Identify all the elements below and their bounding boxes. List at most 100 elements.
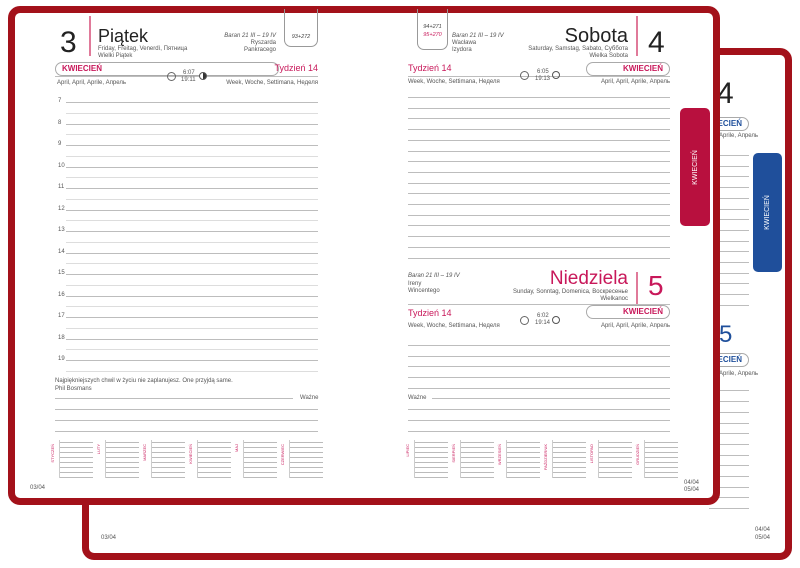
- day-divider: [636, 272, 638, 304]
- hour-label: 14: [58, 248, 65, 255]
- month-translations: April, April, Aprile, Апрель: [57, 80, 127, 86]
- day-number: 4: [648, 26, 665, 59]
- mini-calendar-days: [552, 440, 586, 478]
- hour-line[interactable]: [66, 145, 318, 146]
- note-line[interactable]: [408, 118, 670, 120]
- half-hour-line[interactable]: [66, 155, 318, 157]
- mini-calendar-days: [460, 440, 494, 478]
- note-line[interactable]: [408, 387, 670, 389]
- back-note-line: [709, 508, 749, 510]
- note-line[interactable]: [408, 345, 670, 346]
- mini-calendar-month: LUTY: [96, 444, 101, 455]
- mini-calendar: LUTY: [96, 440, 140, 480]
- note-line[interactable]: [408, 257, 670, 259]
- note-line[interactable]: [408, 236, 670, 238]
- hour-line[interactable]: [66, 188, 318, 189]
- hour-label: 9: [58, 141, 62, 147]
- month-pill: KWIECIEŃ: [586, 305, 670, 319]
- back-day-number-top: 4: [717, 77, 734, 110]
- name-day-2: Izydora: [452, 47, 472, 53]
- week-translations: Week, Woche, Settimana, Неделя: [408, 79, 500, 85]
- hour-line[interactable]: [66, 102, 318, 103]
- note-line[interactable]: [408, 377, 670, 379]
- quote: Najpiękniejszych chwil w życiu nie zapla…: [55, 378, 233, 384]
- page-footer-1: 04/04: [684, 480, 700, 486]
- back-note-line: [709, 433, 749, 435]
- back-note-line: [709, 165, 749, 167]
- day-number: 3: [60, 26, 77, 59]
- hour-label: 10: [58, 162, 65, 169]
- half-hour-line[interactable]: [66, 349, 318, 350]
- mini-calendar: KWIECIEŃ: [188, 440, 232, 480]
- page-footer: 03/04: [30, 485, 46, 491]
- hour-label: 18: [58, 334, 65, 341]
- back-month-tab[interactable]: KWIECIEŃ: [753, 153, 782, 272]
- half-hour-line[interactable]: [66, 241, 318, 243]
- hour-line[interactable]: [66, 295, 318, 297]
- back-note-line: [709, 240, 749, 242]
- mini-calendar-days: [644, 440, 678, 478]
- hour-line[interactable]: [66, 274, 318, 275]
- note-line[interactable]: [408, 139, 670, 141]
- month-translations: April, April, Aprile, Апрель: [600, 323, 670, 329]
- back-note-line: [709, 272, 749, 274]
- name-day-2: Wincentego: [408, 288, 440, 294]
- day-name: Niedziela: [549, 268, 628, 289]
- hour-line[interactable]: [66, 338, 318, 340]
- back-month-mid-sub: April, April, Aprile, Апрель: [689, 371, 759, 377]
- name-day-2: Pankracego: [243, 47, 276, 53]
- half-hour-line[interactable]: [66, 112, 318, 114]
- divider: [408, 304, 670, 305]
- month-pill: KWIECIEŃ: [586, 62, 670, 76]
- hour-label: 12: [58, 205, 65, 212]
- half-hour-line[interactable]: [66, 370, 318, 372]
- mini-calendar: WRZESIEŃ: [497, 440, 541, 480]
- note-line[interactable]: [408, 214, 670, 216]
- note-line[interactable]: [408, 161, 670, 163]
- note-line[interactable]: [408, 355, 670, 357]
- day-name: Sobota: [564, 25, 628, 47]
- note-line[interactable]: [408, 246, 670, 248]
- sun-icon: [520, 316, 529, 325]
- hour-line[interactable]: [66, 252, 318, 254]
- zodiac: Baran 21 III – 19 IV: [452, 33, 504, 39]
- hour-line[interactable]: [66, 360, 318, 361]
- front-month-tab[interactable]: KWIECIEŃ: [680, 108, 710, 226]
- divider: [55, 76, 318, 77]
- hour-line[interactable]: [66, 123, 318, 125]
- hour-label: 7: [58, 98, 62, 104]
- note-line[interactable]: [408, 193, 670, 195]
- half-hour-line[interactable]: [66, 306, 318, 307]
- zodiac: Baran 21 III – 19 IV: [224, 33, 276, 39]
- note-line[interactable]: [408, 182, 670, 184]
- half-hour-line[interactable]: [66, 198, 318, 200]
- note-line[interactable]: [408, 225, 670, 227]
- hour-line[interactable]: [66, 166, 318, 168]
- note-line[interactable]: [408, 150, 670, 152]
- hour-line[interactable]: [66, 209, 318, 211]
- sun-icon: [167, 72, 176, 81]
- week-number: Tydzień 14: [408, 308, 452, 318]
- mini-calendar: STYCZEŃ: [50, 440, 94, 480]
- note-line[interactable]: [408, 97, 670, 98]
- half-hour-line[interactable]: [66, 177, 318, 178]
- important-label: Ważne: [300, 395, 319, 401]
- half-hour-line[interactable]: [66, 263, 318, 264]
- hour-line[interactable]: [66, 317, 318, 318]
- note-line: [408, 409, 670, 410]
- half-hour-line[interactable]: [66, 134, 318, 135]
- note-line[interactable]: [408, 171, 670, 173]
- day-translations: Saturday, Samstag, Sabato, Суббота: [528, 46, 628, 52]
- half-hour-line[interactable]: [66, 220, 318, 221]
- mini-calendar: PAŹDZIERNIK: [543, 440, 587, 480]
- note-line[interactable]: [408, 129, 670, 131]
- half-hour-line[interactable]: [66, 284, 318, 286]
- note-line[interactable]: [408, 204, 670, 205]
- note-line[interactable]: [408, 366, 670, 368]
- mini-calendar-days: [197, 440, 231, 478]
- note-line[interactable]: [408, 107, 670, 109]
- day-number: 5: [648, 270, 664, 301]
- mini-calendar: SIERPIEŃ: [451, 440, 495, 480]
- half-hour-line[interactable]: [66, 327, 318, 329]
- hour-line[interactable]: [66, 231, 318, 232]
